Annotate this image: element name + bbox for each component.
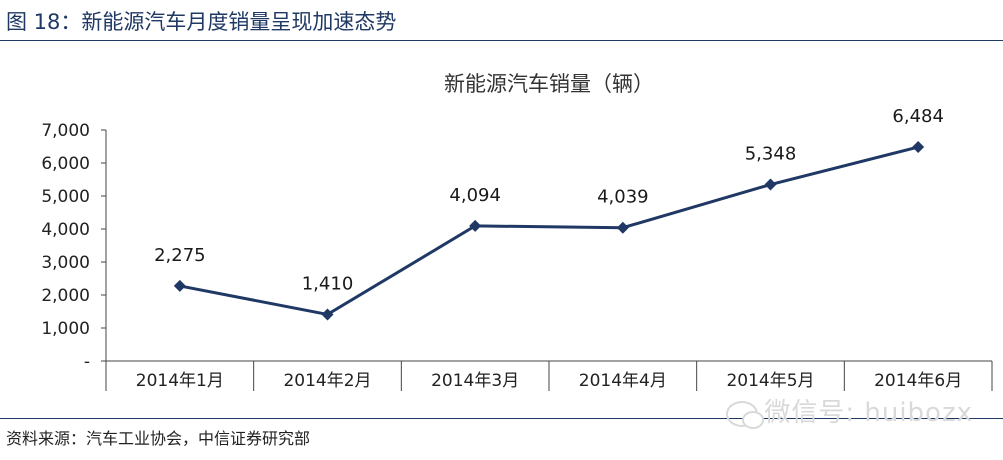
data-point-marker (764, 178, 777, 191)
data-label: 2,275 (154, 245, 206, 266)
data-point-marker (616, 221, 629, 234)
x-tick-label: 2014年3月 (431, 371, 519, 391)
y-tick-label: 7,000 (41, 121, 90, 141)
x-tick-label: 2014年2月 (283, 371, 371, 391)
footer-rule (0, 418, 1003, 419)
data-label: 4,094 (449, 185, 501, 206)
chart-series: 2,275 1,410 4,094 4,039 5,348 6,484 (154, 106, 944, 321)
data-point-marker (469, 219, 482, 232)
data-label: 6,484 (892, 106, 944, 127)
series-line (179, 145, 919, 317)
x-tick-label: 2014年4月 (579, 371, 667, 391)
data-label: 4,039 (597, 187, 649, 208)
wechat-icon (726, 400, 765, 429)
source-note: 资料来源：汽车工业协会，中信证券研究部 (6, 429, 311, 448)
x-tick-label: 2014年6月 (874, 371, 962, 391)
watermark-text: 微信号: huibozx (764, 398, 973, 428)
y-tick-label: 5,000 (41, 187, 90, 207)
data-point-marker (912, 141, 925, 154)
y-tick-label: 2,000 (41, 286, 90, 306)
x-tick-label: 2014年5月 (726, 371, 814, 391)
chart-axes: - 1,000 2,000 3,000 4,000 5,000 6,000 7,000 2014… (41, 121, 993, 391)
figure-header: 图 18：新能源汽车月度销量呈现加速态势 (6, 10, 397, 34)
y-tick-label: 1,000 (41, 319, 90, 339)
watermark: 微信号: huibozx (726, 392, 973, 429)
data-point-marker (321, 308, 334, 321)
data-label: 1,410 (302, 273, 354, 294)
x-tick-label: 2014年1月 (136, 371, 224, 391)
header-rule (0, 40, 1003, 41)
line-chart: 新能源汽车销量（辆） - 1,000 2,000 3,000 4,000 5,000 6,0… (41, 72, 993, 391)
data-point-marker (173, 279, 186, 292)
y-tick-label: 6,000 (41, 154, 90, 174)
y-tick-label: 4,000 (41, 220, 90, 240)
y-tick-label: 3,000 (41, 253, 90, 273)
chart-title: 新能源汽车销量（辆） (444, 72, 654, 96)
y-tick-label: - (84, 352, 90, 372)
data-label: 5,348 (745, 144, 797, 165)
